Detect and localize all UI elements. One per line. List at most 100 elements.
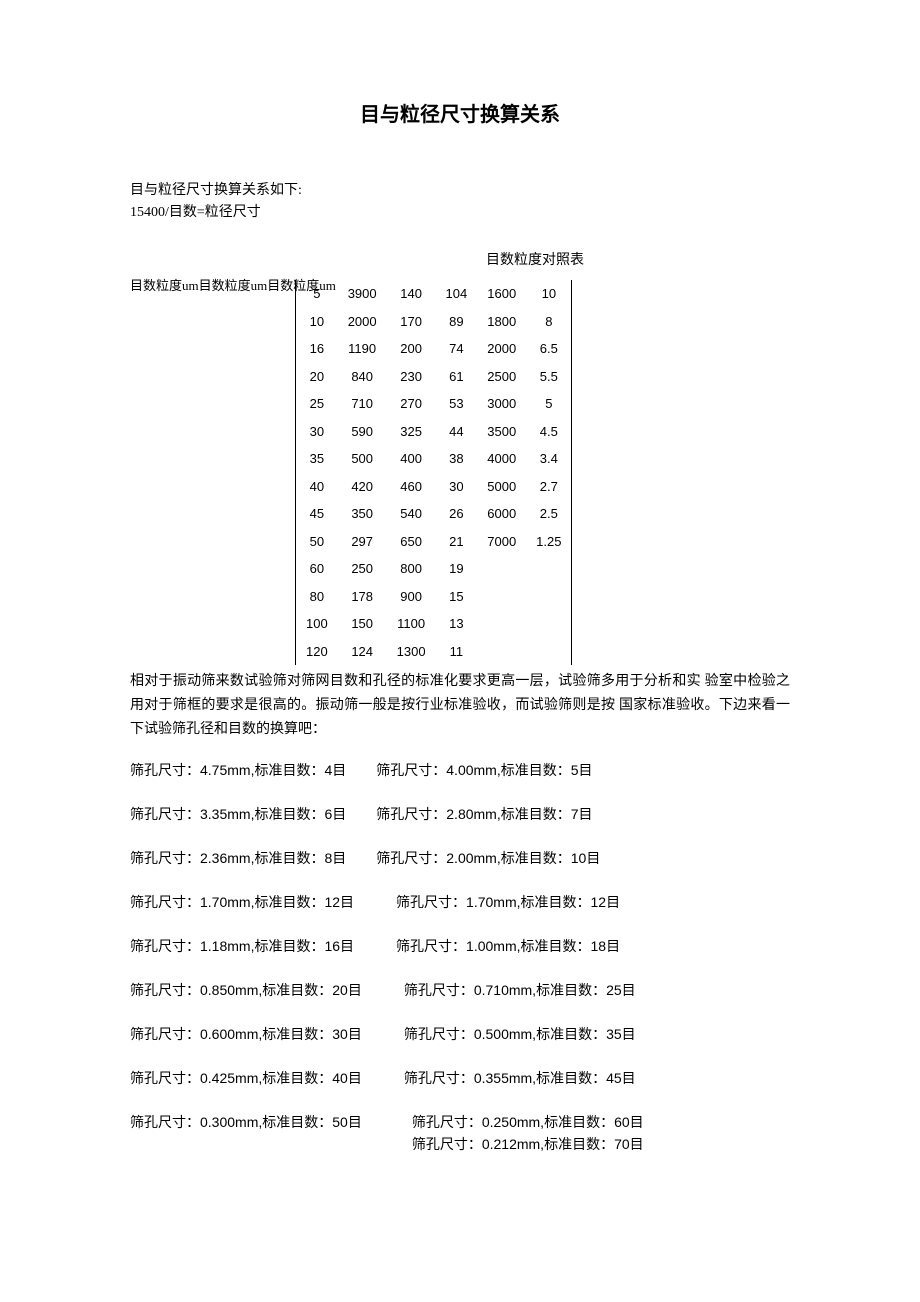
table-cell: 710 [338, 390, 387, 418]
table-cell: 4000 [477, 445, 526, 473]
table-cell [526, 638, 572, 666]
sieve-left: 筛孔尺寸：0.850mm,标准目数：20目 [130, 980, 362, 1002]
table-cell: 460 [387, 473, 436, 501]
sieve-row: 筛孔尺寸：2.36mm,标准目数：8目 筛孔尺寸：2.00mm,标准目数：10目 [130, 848, 790, 870]
sieve-left: 筛孔尺寸：2.36mm,标准目数：8目 [130, 848, 346, 870]
table-cell: 44 [436, 418, 478, 446]
table-cell: 1300 [387, 638, 436, 666]
sieve-left: 筛孔尺寸：0.425mm,标准目数：40目 [130, 1068, 362, 1090]
table-cell: 16 [296, 335, 338, 363]
sieve-list: 筛孔尺寸：4.75mm,标准目数：4目筛孔尺寸：4.00mm,标准目数：5目筛孔… [130, 760, 790, 1156]
table-cell: 250 [338, 555, 387, 583]
sieve-right: 筛孔尺寸：1.70mm,标准目数：12目 [396, 892, 620, 914]
sieve-row: 筛孔尺寸：3.35mm,标准目数：6目筛孔尺寸：2.80mm,标准目数：7目 [130, 804, 790, 826]
table-cell: 89 [436, 308, 478, 336]
table-cell: 840 [338, 363, 387, 391]
table-cell: 200 [387, 335, 436, 363]
page-title: 目与粒径尺寸换算关系 [130, 100, 790, 130]
table-cell: 74 [436, 335, 478, 363]
table-cell: 6.5 [526, 335, 572, 363]
sieve-left: 筛孔尺寸：1.70mm,标准目数：12目 [130, 892, 354, 914]
sieve-right: 筛孔尺寸：0.250mm,标准目数：60目筛孔尺寸：0.212mm,标准目数：7… [412, 1112, 644, 1156]
table-cell [526, 555, 572, 583]
table-row: 6025080019 [296, 555, 572, 583]
table-row: 404204603050002.7 [296, 473, 572, 501]
table-cell: 45 [296, 500, 338, 528]
table-cell: 6000 [477, 500, 526, 528]
sieve-left: 筛孔尺寸：1.18mm,标准目数：16目 [130, 936, 354, 958]
table-cell: 8 [526, 308, 572, 336]
table-cell: 80 [296, 583, 338, 611]
sieve-row: 筛孔尺寸：0.850mm,标准目数：20目 筛孔尺寸：0.710mm,标准目数：2… [130, 980, 790, 1002]
table-cell: 104 [436, 280, 478, 308]
table-cell: 140 [387, 280, 436, 308]
table-cell: 10 [526, 280, 572, 308]
table-row: 53900140104160010 [296, 280, 572, 308]
table-cell: 5000 [477, 473, 526, 501]
mesh-size-table: 5390014010416001010200017089180081611902… [295, 280, 572, 665]
table-cell: 50 [296, 528, 338, 556]
table-cell: 230 [387, 363, 436, 391]
intro-line-2: 15400/目数=粒径尺寸 [130, 202, 790, 224]
table-cell: 60 [296, 555, 338, 583]
table-cell: 800 [387, 555, 436, 583]
table-cell: 2500 [477, 363, 526, 391]
table-cell: 270 [387, 390, 436, 418]
table-cell: 5 [526, 390, 572, 418]
sieve-row: 筛孔尺寸：0.600mm,标准目数：30目 筛孔尺寸：0.500mm,标准目数：3… [130, 1024, 790, 1046]
body-paragraph: 相对于振动筛来数试验筛对筛网目数和孔径的标准化要求更高一层，试验筛多用于分析和实… [130, 670, 790, 741]
sieve-row: 筛孔尺寸：0.300mm,标准目数：50目 筛孔尺寸：0.250mm,标准目数：6… [130, 1112, 790, 1156]
table-cell: 3000 [477, 390, 526, 418]
sieve-stack-item: 筛孔尺寸：0.212mm,标准目数：70目 [412, 1134, 644, 1156]
sieve-row: 筛孔尺寸：4.75mm,标准目数：4目筛孔尺寸：4.00mm,标准目数：5目 [130, 760, 790, 782]
table-cell: 650 [387, 528, 436, 556]
intro-line-1: 目与粒径尺寸换算关系如下: [130, 180, 790, 202]
table-row: 120124130011 [296, 638, 572, 666]
table-row: 355004003840003.4 [296, 445, 572, 473]
table-cell: 540 [387, 500, 436, 528]
table-cell: 590 [338, 418, 387, 446]
table-cell: 38 [436, 445, 478, 473]
table-cell: 500 [338, 445, 387, 473]
table-row: 100150110013 [296, 610, 572, 638]
sieve-left: 筛孔尺寸：0.600mm,标准目数：30目 [130, 1024, 362, 1046]
table-cell: 900 [387, 583, 436, 611]
table-cell [477, 583, 526, 611]
table-cell [526, 610, 572, 638]
table-cell: 4.5 [526, 418, 572, 446]
table-cell: 25 [296, 390, 338, 418]
table-title: 目数粒度对照表 [280, 250, 790, 271]
table-cell [477, 638, 526, 666]
table-cell: 10 [296, 308, 338, 336]
table-cell: 3500 [477, 418, 526, 446]
table-cell: 1600 [477, 280, 526, 308]
sieve-stack-item: 筛孔尺寸：0.250mm,标准目数：60目 [412, 1112, 644, 1134]
sieve-left: 筛孔尺寸：0.300mm,标准目数：50目 [130, 1112, 362, 1156]
sieve-right: 筛孔尺寸：0.710mm,标准目数：25目 [404, 980, 636, 1002]
table-cell: 2000 [477, 335, 526, 363]
table-cell [526, 583, 572, 611]
table-cell: 13 [436, 610, 478, 638]
table-cell: 61 [436, 363, 478, 391]
table-row: 305903254435004.5 [296, 418, 572, 446]
table-cell: 26 [436, 500, 478, 528]
sieve-right: 筛孔尺寸：2.00mm,标准目数：10目 [376, 848, 600, 870]
table-row: 1611902007420006.5 [296, 335, 572, 363]
sieve-right: 筛孔尺寸：0.500mm,标准目数：35目 [404, 1024, 636, 1046]
table-cell: 124 [338, 638, 387, 666]
table-cell [477, 555, 526, 583]
sieve-right: 筛孔尺寸：0.355mm,标准目数：45目 [404, 1068, 636, 1090]
table-cell: 35 [296, 445, 338, 473]
table-cell: 400 [387, 445, 436, 473]
table-cell: 3900 [338, 280, 387, 308]
table-cell: 19 [436, 555, 478, 583]
table-cell: 15 [436, 583, 478, 611]
sieve-right: 筛孔尺寸：1.00mm,标准目数：18目 [396, 936, 620, 958]
sieve-row: 筛孔尺寸：1.70mm,标准目数：12目 筛孔尺寸：1.70mm,标准目数：12目 [130, 892, 790, 914]
table-cell: 20 [296, 363, 338, 391]
table-cell: 21 [436, 528, 478, 556]
intro-block: 目与粒径尺寸换算关系如下: 15400/目数=粒径尺寸 [130, 180, 790, 225]
table-cell: 53 [436, 390, 478, 418]
table-cell: 1100 [387, 610, 436, 638]
table-row: 453505402660002.5 [296, 500, 572, 528]
